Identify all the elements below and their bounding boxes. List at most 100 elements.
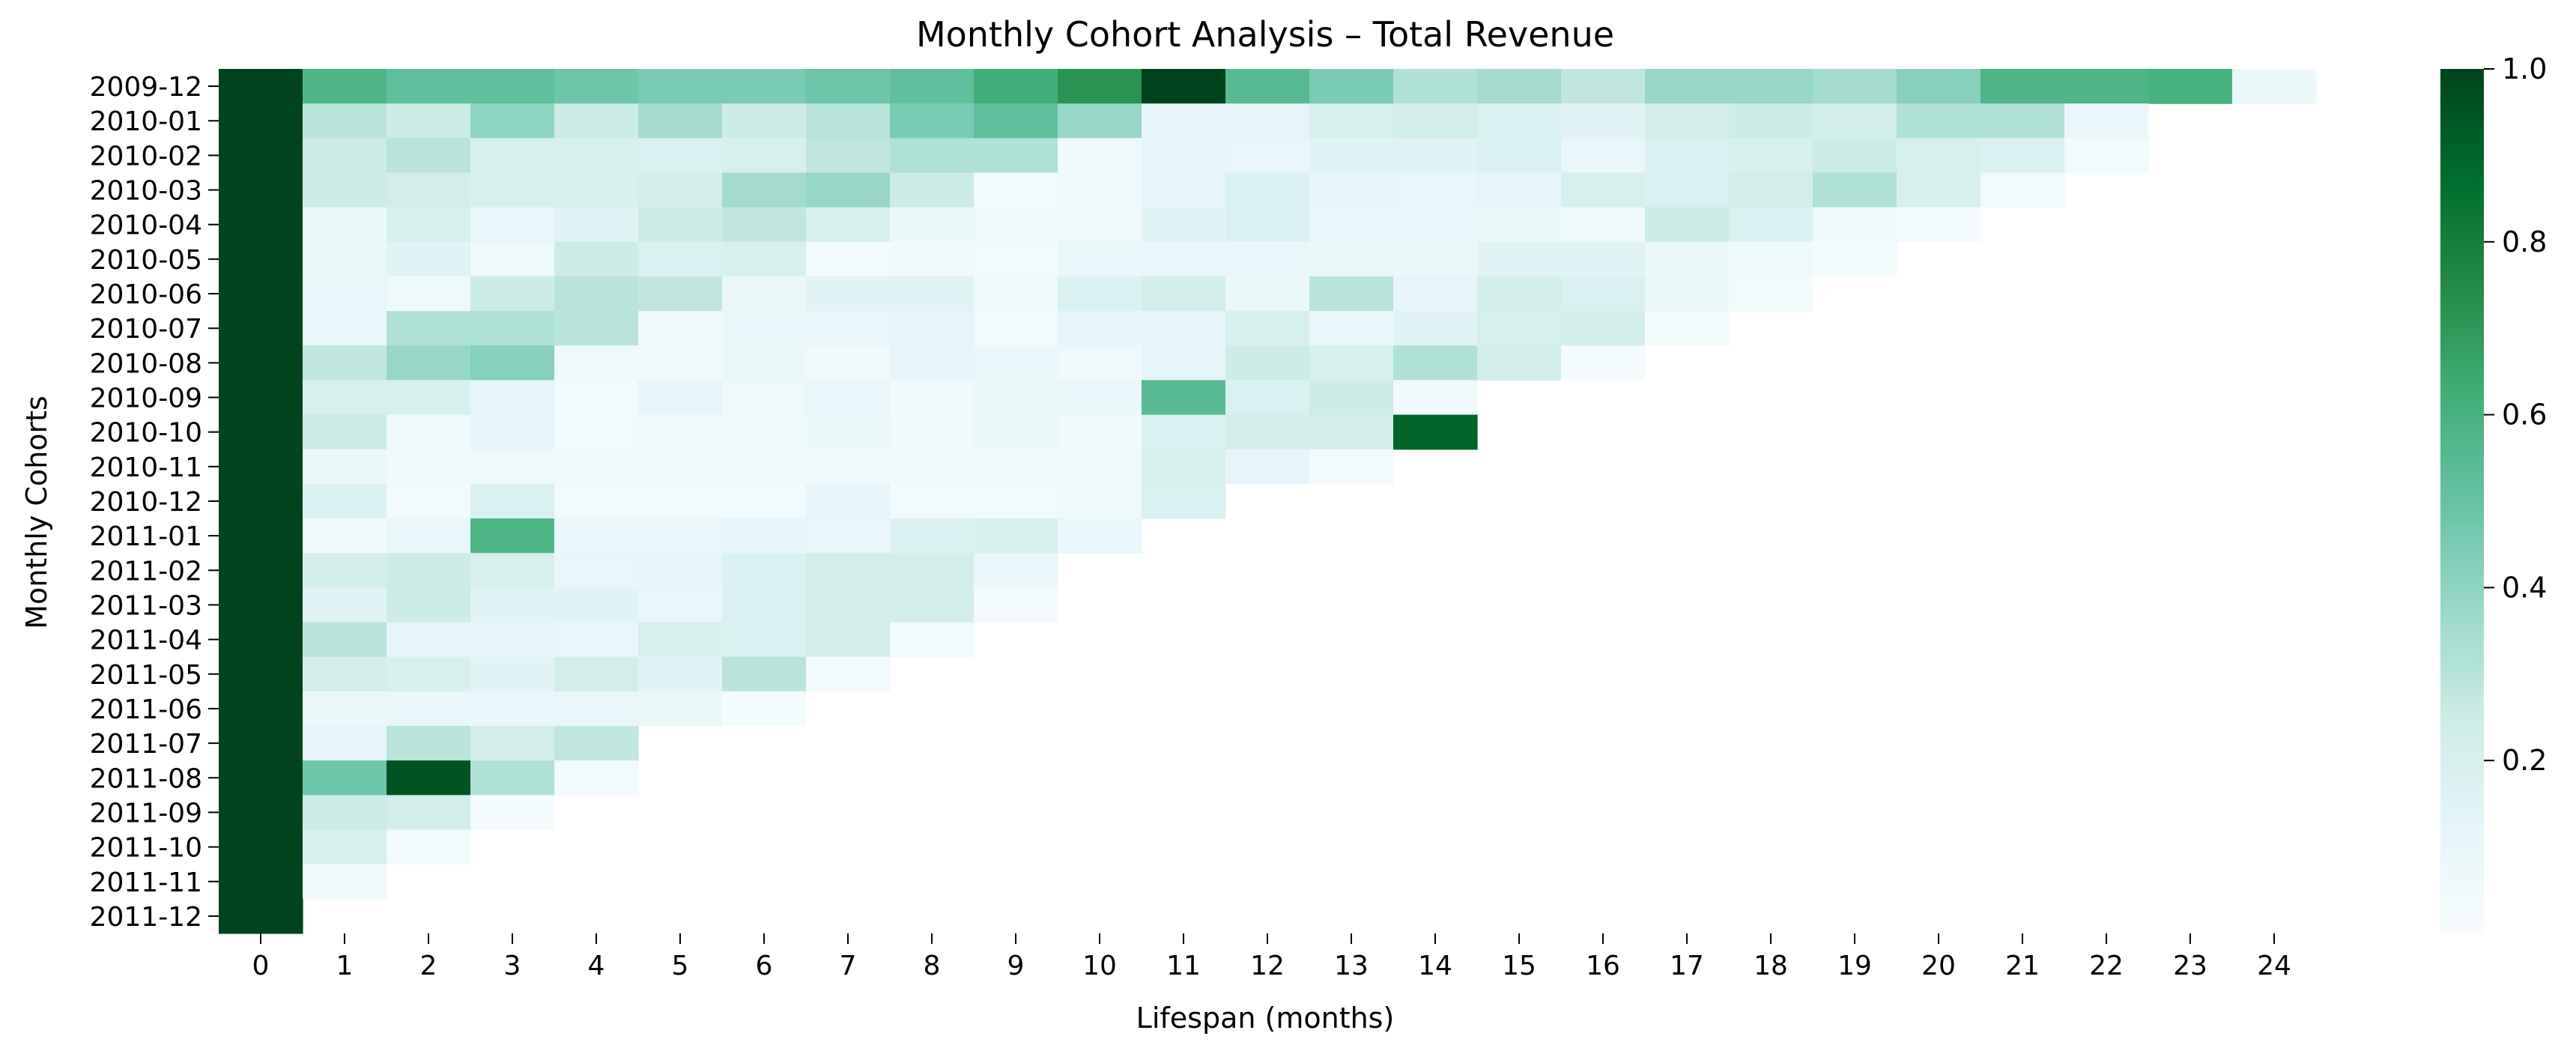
heatmap-cell <box>1477 138 1562 174</box>
heatmap-cell <box>974 483 1058 519</box>
heatmap-cell <box>722 276 807 312</box>
heatmap-cell <box>303 656 387 692</box>
x-tick-label: 11 <box>1166 951 1201 981</box>
y-axis-label: Monthly Cohorts <box>20 396 53 629</box>
heatmap-cell <box>219 795 303 831</box>
heatmap-cell <box>387 518 471 554</box>
heatmap-cell <box>387 69 471 104</box>
heatmap-cell <box>470 726 555 761</box>
heatmap-cell <box>1058 241 1142 277</box>
heatmap-cell <box>1393 276 1478 312</box>
heatmap-cell <box>1058 138 1142 174</box>
y-tick-label: 2010-10 <box>90 418 202 449</box>
heatmap-cell <box>219 207 303 243</box>
heatmap-cell <box>806 483 891 519</box>
heatmap-cell <box>387 241 471 277</box>
heatmap-cell <box>1058 414 1142 450</box>
x-axis-label: Lifespan (months) <box>1136 1002 1395 1035</box>
heatmap-cell <box>470 103 555 139</box>
heatmap-cell <box>470 518 555 554</box>
heatmap-cell <box>638 449 723 485</box>
colorbar-tick-label: 0.2 <box>2502 744 2547 777</box>
heatmap-cell <box>1897 172 1981 208</box>
heatmap-cell <box>722 518 807 554</box>
heatmap-cell <box>554 207 639 243</box>
heatmap-cell <box>1393 414 1478 450</box>
heatmap-cell <box>890 311 975 346</box>
heatmap-cell <box>1477 241 1562 277</box>
heatmap-cell <box>1225 276 1310 312</box>
heatmap-cell <box>974 241 1058 277</box>
heatmap-cell <box>387 656 471 692</box>
heatmap-cell <box>219 483 303 519</box>
heatmap-cell <box>638 241 723 277</box>
heatmap-cell <box>387 829 471 865</box>
heatmap-cell <box>470 795 555 831</box>
heatmap-cell <box>1309 414 1394 450</box>
y-tick-label: 2011-08 <box>90 763 202 794</box>
heatmap-cell <box>219 69 303 104</box>
heatmap-cell <box>638 380 723 416</box>
y-tick-label: 2009-12 <box>90 72 202 103</box>
x-tick-label: 10 <box>1082 951 1117 981</box>
heatmap-cell <box>638 138 723 174</box>
heatmap-cell <box>722 311 807 346</box>
heatmap-cell <box>1561 138 1646 174</box>
heatmap-cell <box>387 276 471 312</box>
heatmap-cell <box>1058 483 1142 519</box>
heatmap-cell <box>1561 345 1646 381</box>
heatmap-cell <box>303 760 387 796</box>
heatmap-cell <box>890 103 975 139</box>
heatmap-cell <box>2232 69 2317 104</box>
x-tick-label: 14 <box>1418 951 1452 981</box>
heatmap-cell <box>554 691 639 727</box>
y-tick-label: 2011-12 <box>90 902 202 933</box>
heatmap-cell <box>387 311 471 346</box>
heatmap-cell <box>1058 69 1142 104</box>
heatmap-cell <box>1561 276 1646 312</box>
heatmap-cell <box>1309 311 1394 346</box>
heatmap-cell <box>1645 172 1730 208</box>
heatmap-cell <box>1813 172 1897 208</box>
heatmap-cell <box>1142 69 1226 104</box>
heatmap-cell <box>219 726 303 761</box>
heatmap-cell <box>890 483 975 519</box>
heatmap-cell <box>303 691 387 727</box>
heatmap-cell <box>638 587 723 623</box>
heatmap-cell <box>638 414 723 450</box>
heatmap-cell <box>722 380 807 416</box>
heatmap-cell <box>890 69 975 104</box>
heatmap-cell <box>219 103 303 139</box>
heatmap-cell <box>1393 311 1478 346</box>
heatmap-cell <box>387 760 471 796</box>
heatmap-cell <box>722 656 807 692</box>
heatmap-cell <box>303 518 387 554</box>
x-tick-label: 17 <box>1670 951 1704 981</box>
heatmap-cell <box>387 380 471 416</box>
heatmap-cell <box>2064 69 2149 104</box>
heatmap-cell <box>1309 345 1394 381</box>
heatmap-cell <box>303 276 387 312</box>
heatmap-cell <box>554 345 639 381</box>
heatmap-cell <box>303 829 387 865</box>
heatmap-cell <box>806 241 891 277</box>
heatmap-cell <box>470 241 555 277</box>
heatmap-cell <box>1645 69 1730 104</box>
heatmap-cell <box>303 622 387 658</box>
heatmap-cell <box>470 656 555 692</box>
heatmap-cell <box>1729 207 1813 243</box>
heatmap-cell <box>1897 207 1981 243</box>
heatmap-cell <box>1225 449 1310 485</box>
heatmap-cell <box>890 207 975 243</box>
heatmap-cell <box>890 380 975 416</box>
heatmap-cell <box>806 518 891 554</box>
heatmap-cell <box>1561 172 1646 208</box>
heatmap-cell <box>638 311 723 346</box>
x-tick-label: 1 <box>336 951 354 981</box>
heatmap-cell <box>890 587 975 623</box>
heatmap-cell <box>1058 518 1142 554</box>
heatmap-cell <box>2064 138 2149 174</box>
heatmap-cell <box>1981 103 2065 139</box>
heatmap-cell <box>1058 276 1142 312</box>
heatmap-cell <box>722 69 807 104</box>
